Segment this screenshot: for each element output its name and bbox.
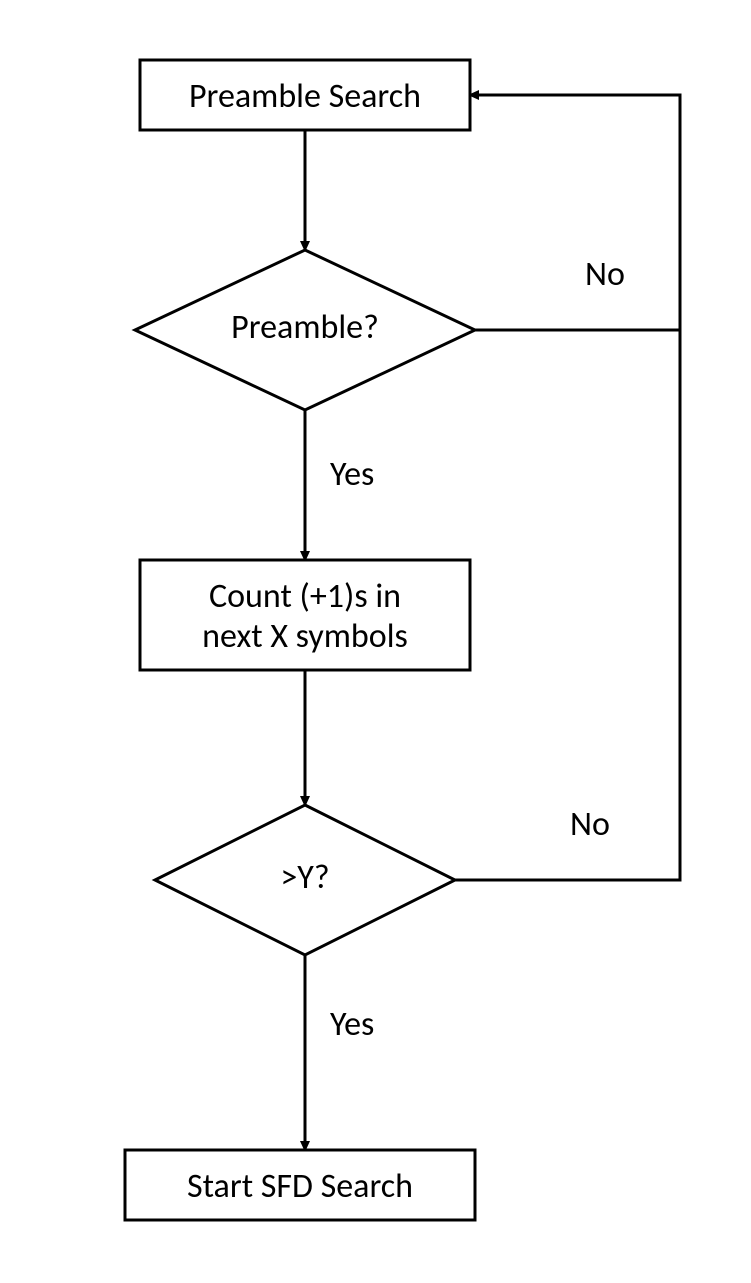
node-label-line1: Count (+1)s in [209, 576, 401, 617]
node-label-line2: next X symbols [202, 616, 408, 657]
node-start-sfd: Start SFD Search [125, 1150, 475, 1220]
edge-label-no: No [585, 254, 625, 295]
edge-n2-n1-no: No [470, 95, 680, 330]
node-count-symbols: Count (+1)s in next X symbols [140, 560, 470, 670]
node-preamble-search: Preamble Search [140, 60, 470, 130]
edge-n2-n3: Yes [305, 410, 374, 560]
node-label: Preamble? [231, 307, 379, 348]
node-label: >Y? [280, 857, 329, 898]
node-preamble-decision: Preamble? [135, 250, 475, 410]
edge-n4-n1-no: No [455, 95, 680, 880]
edge-label-yes2: Yes [330, 1004, 374, 1045]
flowchart-canvas: Yes No Yes No Preamble Search Preamble? … [0, 0, 751, 1283]
node-y-decision: >Y? [155, 805, 455, 955]
node-label: Preamble Search [189, 76, 421, 117]
node-label: Start SFD Search [187, 1166, 413, 1207]
edge-n4-n5: Yes [305, 955, 374, 1150]
edge-label-yes: Yes [330, 454, 374, 495]
edge-label-no2: No [570, 804, 610, 845]
